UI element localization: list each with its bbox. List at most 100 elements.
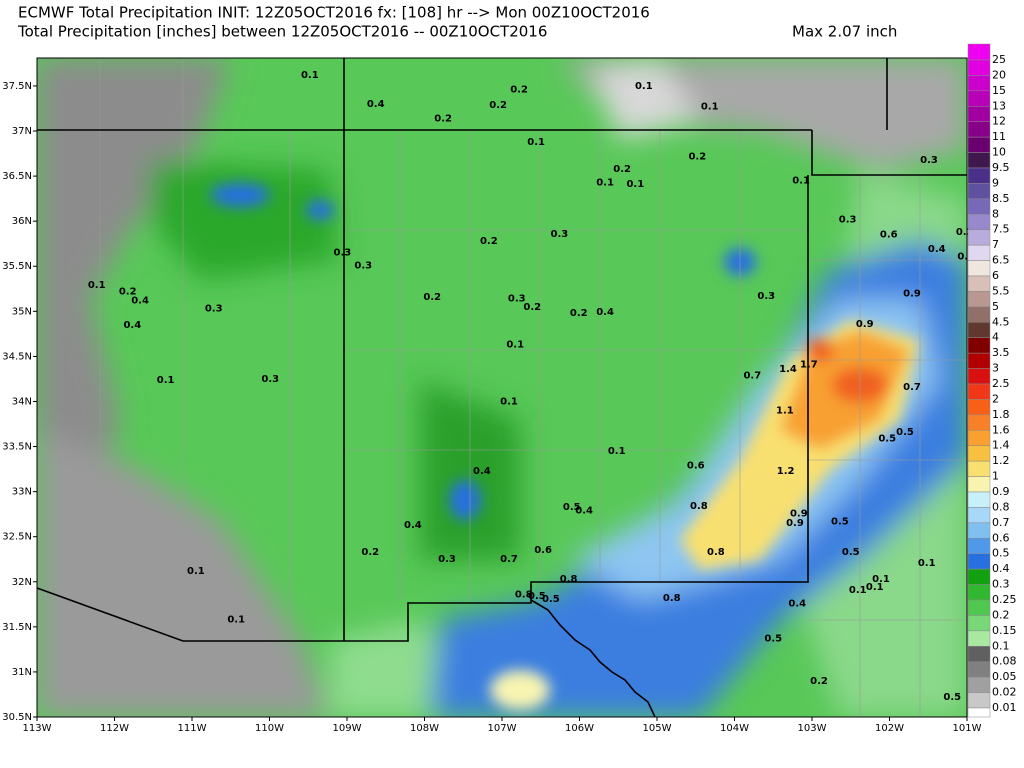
colorbar-box: [967, 383, 991, 400]
contour-label: 0.5: [764, 634, 782, 645]
x-tick-label: 112W: [100, 723, 129, 734]
contour-label: 0.8: [663, 593, 681, 604]
colorbar-box: [967, 229, 991, 246]
colorbar-box: [967, 507, 991, 524]
contour-label: 0.2: [489, 100, 507, 111]
contour-label: 0.5: [542, 594, 560, 605]
y-tick-label: 33.5N: [2, 442, 32, 453]
contour-label: 0.3: [550, 229, 568, 240]
contour-label: 0.8: [707, 547, 725, 558]
contour-label: 0.1: [227, 615, 245, 626]
colorbar-label: 0.5: [992, 547, 1010, 560]
colorbar-label: 0.01: [992, 701, 1017, 714]
x-tick-label: 105W: [643, 723, 672, 734]
contour-label: 0.1: [918, 558, 936, 569]
contour-label: 0.7: [743, 370, 761, 381]
contour-label: 0.7: [500, 554, 518, 565]
contour-label: 0.3: [839, 214, 857, 225]
colorbar-label: 2: [992, 392, 999, 405]
y-tick-label: 30.5N: [2, 712, 32, 723]
colorbar-label: 0.3: [992, 578, 1010, 591]
contour-label: 0.5: [943, 692, 961, 703]
colorbar-label: 2.5: [992, 377, 1010, 390]
contour-label: 0.4: [123, 320, 141, 331]
colorbar-box: [967, 352, 991, 369]
colorbar-box: [967, 136, 991, 153]
colorbar-box: [967, 661, 991, 678]
contour-label: 0.4: [596, 307, 614, 318]
title: ECMWF Total Precipitation INIT: 12Z05OCT…: [18, 4, 650, 22]
contour-label: 0.1: [866, 582, 884, 593]
contour-labels: 0.1 0.4 0.2 0.2 0.2 0.1 0.1 0.1 0.2 0.2 0.1 0.1 0.1 0…: [88, 70, 975, 703]
y-tick-label: 36N: [12, 216, 32, 227]
subtitle: Total Precipitation [inches] between 12Z…: [17, 23, 547, 41]
contour-label: 0.3: [205, 304, 223, 315]
contour-label: 0.1: [527, 137, 545, 148]
colorbar-label: 7.5: [992, 223, 1010, 236]
contour-label: 1.2: [777, 466, 795, 477]
colorbar-box: [967, 291, 991, 308]
contour-label: 0.1: [157, 375, 175, 386]
contour-label: 0.3: [757, 291, 775, 302]
y-tick-label: 37N: [12, 126, 32, 137]
contour-label: 1.7: [800, 360, 818, 371]
contour-label: 0.6: [880, 230, 898, 241]
contour-label: 0.1: [626, 179, 644, 190]
x-tick-label: 101W: [953, 723, 982, 734]
colorbar-box: [967, 198, 991, 215]
contour-label: 0.5: [896, 427, 914, 438]
colorbar-label: 0.25: [992, 593, 1017, 606]
contour-label: 0.1: [187, 566, 205, 577]
colorbar-label: 4.5: [992, 315, 1010, 328]
axes: 113W 112W 111W 110W 109W 108W 107W 106W 105W 104W…: [2, 81, 981, 734]
contour-label: 0.2: [956, 227, 974, 238]
colorbar-box: [967, 368, 991, 385]
y-tick-label: 33N: [12, 487, 32, 498]
contour-label: 0.1: [596, 177, 614, 188]
colorbar: 252015131211109.598.587.576.565.554.543.…: [967, 43, 1017, 718]
colorbar-box: [967, 707, 991, 718]
contour-label: 0.5: [842, 547, 860, 558]
x-tick-label: 108W: [410, 723, 439, 734]
colorbar-box: [967, 553, 991, 570]
colorbar-box: [967, 646, 991, 662]
colorbar-label: 1.6: [992, 423, 1010, 436]
colorbar-label: 5: [992, 300, 999, 313]
x-tick-label: 102W: [875, 723, 904, 734]
contour-label: 0.2: [688, 151, 706, 162]
contour-label: 1.1: [776, 405, 794, 416]
colorbar-box: [967, 75, 991, 92]
colorbar-box: [967, 414, 991, 431]
ks-ok-border: [811, 58, 967, 176]
colorbar-label: 6: [992, 269, 999, 282]
colorbar-label: 0.9: [992, 485, 1010, 498]
colorbar-box: [967, 275, 991, 292]
contour-label: 0.2: [613, 164, 631, 175]
contour-label: 0.4: [367, 99, 385, 110]
contour-label: 0.6: [687, 460, 705, 471]
colorbar-label: 0.7: [992, 516, 1010, 529]
nm-tx-mx-border: [36, 175, 809, 642]
contour-label: 0.2: [119, 286, 137, 297]
colorbar-box: [967, 676, 991, 693]
colorbar-label: 13: [992, 99, 1006, 112]
contour-label: 0.2: [480, 236, 498, 247]
max-annotation: Max 2.07 inch: [792, 23, 897, 41]
colorbar-box: [967, 430, 991, 446]
y-tick-label: 31.5N: [2, 622, 32, 633]
colorbar-box: [967, 260, 991, 277]
colorbar-label: 8.5: [992, 192, 1010, 205]
colorbar-box: [967, 584, 991, 601]
contour-label: 0.1: [701, 102, 719, 113]
contour-label: 0.2: [523, 302, 541, 313]
colorbar-label: 0.08: [992, 655, 1017, 668]
colorbar-label: 0.05: [992, 670, 1017, 683]
contour-label: 0.1: [635, 81, 653, 92]
colorbar-box: [967, 445, 991, 462]
contour-label: 0.9: [790, 508, 808, 519]
colorbar-label: 7: [992, 238, 999, 251]
contour-label: 0.3: [920, 155, 938, 166]
contour-label: 0.4: [404, 520, 422, 531]
colorbar-label: 1: [992, 470, 999, 483]
